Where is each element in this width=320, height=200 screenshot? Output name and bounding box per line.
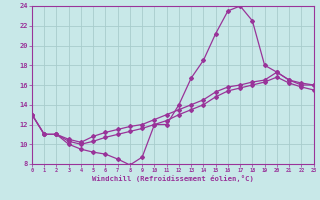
X-axis label: Windchill (Refroidissement éolien,°C): Windchill (Refroidissement éolien,°C) — [92, 175, 254, 182]
